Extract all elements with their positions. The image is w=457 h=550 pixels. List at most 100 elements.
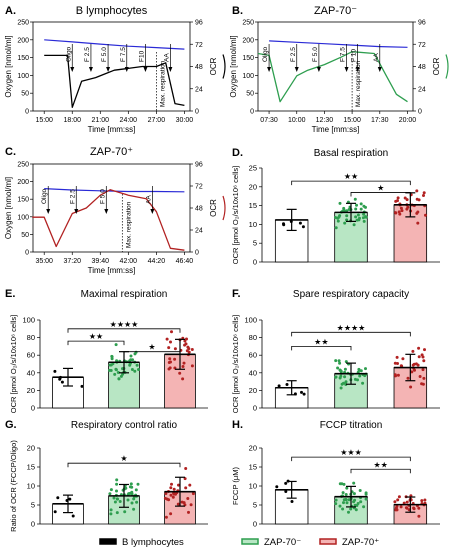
y-axis-label: OCR [pmol O₂/s/10x10⁶ cells]	[9, 315, 18, 414]
injection-label: F10	[138, 50, 145, 62]
panel-letter: A.	[5, 5, 16, 17]
data-point	[338, 504, 342, 508]
significance-stars: ★★	[314, 337, 328, 346]
data-point	[181, 377, 185, 381]
significance-stars: ★★★★	[110, 320, 139, 329]
data-point	[339, 386, 343, 390]
legend-swatch	[241, 538, 259, 545]
data-point	[80, 384, 84, 388]
data-point	[334, 375, 338, 379]
significance-bracket	[350, 192, 411, 197]
data-point	[188, 483, 192, 487]
y-tick-label: 60	[249, 351, 257, 360]
data-point	[344, 380, 348, 384]
legend: B lymphocytes ZAP-70⁻ ZAP-70⁺	[99, 537, 379, 548]
x-tick-label: 15:00	[35, 117, 53, 124]
data-point	[409, 385, 413, 389]
data-point	[169, 340, 172, 344]
data-point	[178, 371, 182, 375]
x-tick-label: 42:00	[120, 258, 138, 265]
injection-label: AA	[373, 53, 380, 62]
data-point	[410, 370, 414, 374]
legend-swatch	[319, 538, 337, 545]
y-tick-label: 100	[244, 316, 257, 325]
significance-stars: ★★	[89, 332, 103, 341]
data-point	[340, 382, 344, 386]
data-point	[359, 500, 363, 504]
panel-title: FCCP titration	[320, 420, 383, 431]
injection-label: F 7.5	[340, 47, 347, 62]
x-tick-label: 10:00	[288, 117, 306, 124]
data-point	[136, 482, 140, 486]
data-point	[164, 492, 168, 495]
y2-tick-label: 48	[195, 64, 203, 71]
x-axis-label: Time [mm:ss]	[312, 125, 360, 134]
data-point	[171, 495, 175, 499]
trace-panel-a: A. B lymphocytes2502001501005009672482401…	[4, 5, 226, 134]
y2-tick-label: 48	[418, 64, 426, 71]
data-point	[275, 485, 279, 489]
data-point	[352, 492, 356, 496]
data-point	[341, 507, 345, 511]
y-axis-label: Oxygen [nmol/ml]	[4, 35, 13, 97]
panel-letter: F.	[232, 288, 241, 300]
significance-stars: ★	[120, 454, 127, 463]
data-point	[339, 370, 343, 373]
data-point	[165, 337, 169, 341]
bar-panel-g: G. Respiratory control ratio 0 5 10 15 20 Ratio…	[5, 419, 208, 532]
data-point	[181, 365, 185, 368]
data-point	[338, 361, 342, 365]
data-point	[113, 372, 117, 376]
data-point	[354, 508, 358, 512]
significance-bracket	[291, 180, 411, 186]
y-tick-label: 60	[27, 351, 35, 360]
data-point	[364, 491, 368, 495]
data-point	[110, 355, 114, 359]
data-point	[415, 197, 419, 201]
y-tick-label: 50	[246, 91, 254, 98]
data-point	[184, 486, 188, 490]
data-point	[298, 221, 302, 225]
data-point	[184, 342, 188, 346]
y-tick-label: 0	[250, 109, 254, 116]
significance-stars: ★★	[373, 460, 387, 469]
data-point	[361, 216, 365, 220]
data-point	[417, 506, 421, 510]
data-point	[400, 209, 404, 213]
data-point	[420, 382, 424, 386]
legend-label: B lymphocytes	[122, 537, 184, 548]
data-point	[405, 506, 409, 510]
data-point	[393, 361, 397, 365]
data-point	[359, 369, 363, 373]
data-point	[422, 376, 426, 380]
plot-frame	[257, 21, 414, 112]
data-point	[338, 376, 342, 380]
x-tick-label: 37:20	[63, 258, 81, 265]
data-point	[336, 366, 340, 370]
data-point	[114, 343, 118, 347]
data-point	[164, 515, 168, 519]
y2-tick-label: 0	[418, 109, 422, 116]
y-tick-label: 100	[22, 316, 35, 325]
max-respiration-label: Max. respiration	[159, 60, 166, 107]
y2-tick-label: 96	[195, 162, 203, 169]
data-point	[412, 507, 416, 511]
data-point	[137, 368, 140, 371]
data-point	[421, 355, 425, 359]
data-point	[362, 204, 366, 208]
panel-letter: D.	[232, 147, 243, 159]
data-point	[345, 218, 349, 222]
injection-label: F 2.5	[69, 189, 76, 204]
x-tick-label: 44:20	[148, 258, 166, 265]
arrow-head	[168, 67, 173, 72]
injection-label: F 5.0	[101, 47, 108, 62]
y-tick-label: 20	[27, 444, 35, 453]
y-tick-label: 50	[21, 91, 29, 98]
y-tick-label: 40	[249, 368, 257, 377]
data-point	[123, 510, 127, 514]
y-axis-label: OCR [pmol O₂/s/10x10⁶ cells]	[231, 315, 240, 414]
data-point	[334, 502, 338, 506]
data-point	[108, 363, 112, 367]
significance-bracket	[67, 462, 181, 468]
bar-panel-d: D. Basal respiration 0 5 10 15 20 25 OCR [pmol O…	[231, 147, 440, 267]
